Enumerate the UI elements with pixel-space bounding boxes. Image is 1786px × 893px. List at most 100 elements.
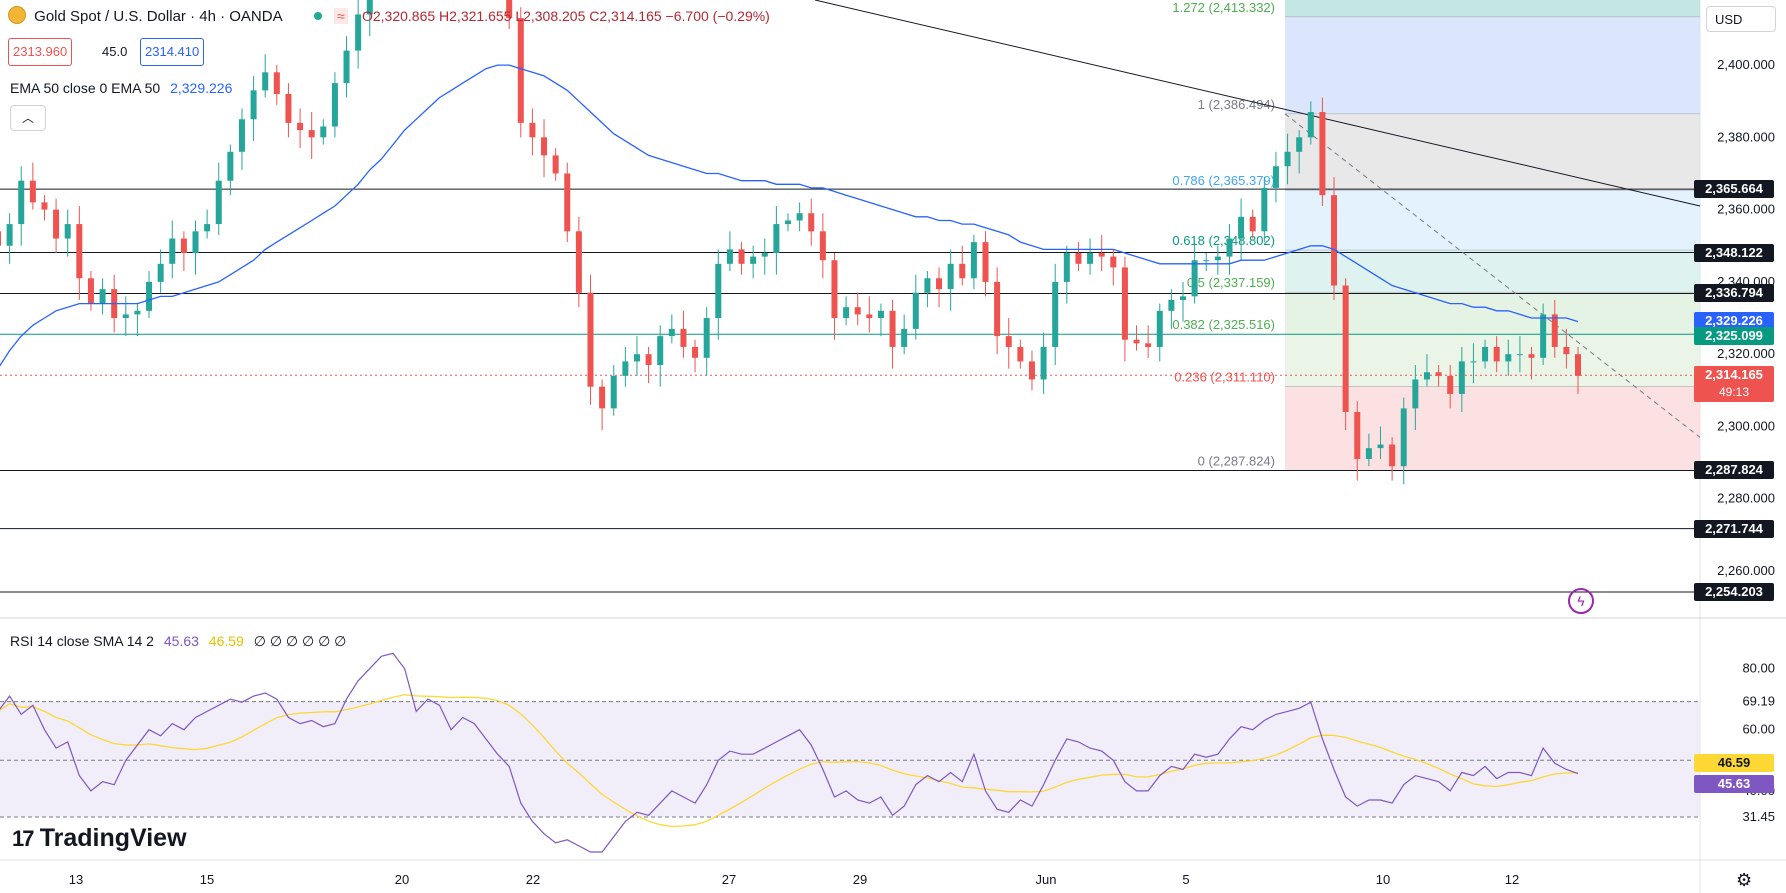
candle-body: [1203, 260, 1210, 262]
candle-body: [692, 346, 699, 358]
candle-body: [99, 289, 106, 304]
rsi-axis-tick: 69.19: [1742, 694, 1775, 709]
rsi-legend[interactable]: RSI 14 close SMA 14 2 45.63 46.59 ∅ ∅ ∅ …: [10, 633, 346, 650]
candle-body: [901, 328, 908, 347]
candle-body: [1331, 195, 1338, 286]
candle-body: [1551, 314, 1558, 347]
candle-body: [1505, 354, 1512, 362]
candle-body: [1458, 361, 1465, 394]
gear-icon[interactable]: ⚙: [1736, 870, 1753, 890]
price-axis-tick: 2,380.000: [1717, 129, 1775, 144]
fib-zone: [1285, 250, 1700, 293]
tradingview-logo[interactable]: 17 TradingView: [12, 822, 187, 853]
currency-selector[interactable]: USD: [1706, 6, 1776, 32]
candle-body: [1365, 448, 1372, 459]
candle-body: [1307, 112, 1314, 138]
candle-body: [250, 90, 257, 120]
candle-body: [1191, 260, 1198, 297]
rsi-sma-legend-value: 46.59: [208, 633, 244, 649]
candle-body: [575, 231, 582, 293]
bar-countdown: 49:13: [1718, 385, 1750, 400]
time-axis-tick: 15: [200, 872, 214, 887]
price-badge-ema: 2,329.226: [1694, 311, 1774, 330]
candle-body: [947, 263, 954, 290]
trendline-resistance: [814, 0, 1701, 207]
fib-zone: [1285, 190, 1700, 251]
candle-body: [912, 292, 919, 329]
candle-body: [796, 213, 803, 221]
candle-body: [1121, 267, 1128, 340]
candle-body: [215, 180, 222, 225]
fib-zone: [1285, 16, 1700, 114]
candle-body: [273, 72, 280, 94]
candle-body: [331, 83, 338, 127]
candle-body: [76, 224, 83, 279]
sr-level-badge: 2,271.744: [1694, 519, 1774, 538]
fib-trend-dashed: [1284, 113, 1701, 438]
fib-level-label: 1.272 (2,413.332): [1172, 0, 1275, 15]
candle-body: [1214, 256, 1221, 261]
sr-level-badge: 2,254.203: [1694, 582, 1774, 601]
rsi-axis-tick: 31.45: [1742, 809, 1775, 824]
rsi-axis-tick: 60.00: [1742, 722, 1775, 737]
candle-body: [715, 263, 722, 319]
candle-body: [680, 328, 687, 347]
collapse-legend-button[interactable]: ︿: [10, 105, 46, 131]
bid-price-button[interactable]: 2313.960: [8, 38, 73, 66]
candle-body: [0, 231, 1, 246]
candle-body: [192, 231, 199, 253]
price-axis-tick: 2,400.000: [1717, 57, 1775, 72]
rsi-legend-extras: ∅ ∅ ∅ ∅ ∅ ∅: [253, 633, 347, 649]
time-axis-tick: 10: [1376, 872, 1390, 887]
candle-body: [657, 336, 664, 366]
candle-body: [122, 314, 129, 319]
candle-body: [668, 328, 675, 337]
candle-body: [877, 310, 884, 319]
time-axis-tick: 29: [853, 872, 867, 887]
price-axis-tick: 2,300.000: [1717, 418, 1775, 433]
replay-icon[interactable]: ≈: [334, 8, 348, 24]
fib-level-label: 0.618 (2,348.802): [1172, 233, 1275, 248]
candle-body: [308, 130, 315, 138]
candle-body: [1226, 238, 1233, 257]
fib-zone: [1285, 292, 1700, 335]
price-badge-fib: 2,325.099: [1694, 326, 1774, 345]
candle-body: [1563, 346, 1570, 355]
candle-body: [1319, 112, 1326, 196]
candle-body: [1435, 372, 1442, 376]
symbol-title[interactable]: Gold Spot / U.S. Dollar · 4h · OANDA: [34, 8, 282, 25]
fib-zone: [1285, 386, 1700, 471]
ema50-line: [0, 64, 1579, 367]
rsi-axis-tick: 80.00: [1742, 661, 1775, 676]
candle-body: [808, 213, 815, 232]
candle-body: [970, 242, 977, 279]
candle-body: [610, 375, 617, 409]
price-axis-tick: 2,320.000: [1717, 346, 1775, 361]
candle-body: [936, 278, 943, 290]
ema-legend[interactable]: EMA 50 close 0 EMA 50 2,329.226: [10, 80, 232, 96]
candle-body: [1272, 166, 1279, 188]
candle-body: [843, 307, 850, 319]
candle-body: [1063, 252, 1070, 282]
rsi-line: [0, 652, 1579, 853]
candle-body: [1575, 354, 1581, 376]
time-axis-tick: 5: [1182, 872, 1189, 887]
candle-body: [785, 220, 791, 225]
sr-level-badge: 2,336.794: [1694, 284, 1774, 303]
candle-body: [1412, 379, 1419, 409]
lightning-alert-icon[interactable]: ϟ: [1568, 588, 1594, 614]
candle-body: [297, 122, 304, 131]
candle-body: [53, 209, 60, 239]
candle-body: [238, 119, 245, 152]
candle-body: [564, 173, 571, 232]
fib-zone: [1285, 0, 1700, 17]
candle-body: [750, 256, 757, 264]
tv-logo-icon: 17: [12, 826, 35, 851]
candle-body: [29, 180, 36, 203]
candle-body: [994, 281, 1001, 337]
sr-level-badge: 2,287.824: [1694, 461, 1774, 480]
ask-price-button[interactable]: 2314.410: [140, 38, 205, 66]
candle-body: [645, 354, 652, 366]
candle-body: [355, 14, 362, 51]
